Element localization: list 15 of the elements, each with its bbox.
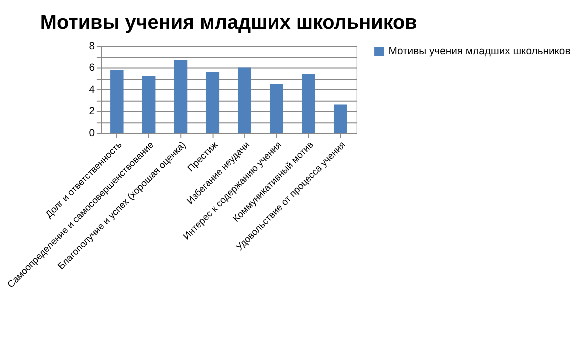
bar — [270, 84, 284, 134]
bar — [142, 76, 156, 134]
bar — [334, 104, 348, 134]
y-tick-label: 6 — [89, 63, 96, 74]
legend-label: Мотивы учения младших школьников — [388, 46, 572, 58]
y-tick-label: 8 — [89, 41, 96, 52]
y-tick-label: 0 — [89, 128, 96, 140]
chart-title: Мотивы учения младших школьников — [40, 12, 418, 34]
bar — [174, 60, 188, 134]
bar — [302, 74, 316, 134]
bar — [238, 68, 252, 134]
y-tick-label: 2 — [89, 106, 96, 118]
bar — [206, 72, 220, 134]
bar — [110, 70, 124, 134]
y-tick-label: 4 — [89, 84, 96, 96]
